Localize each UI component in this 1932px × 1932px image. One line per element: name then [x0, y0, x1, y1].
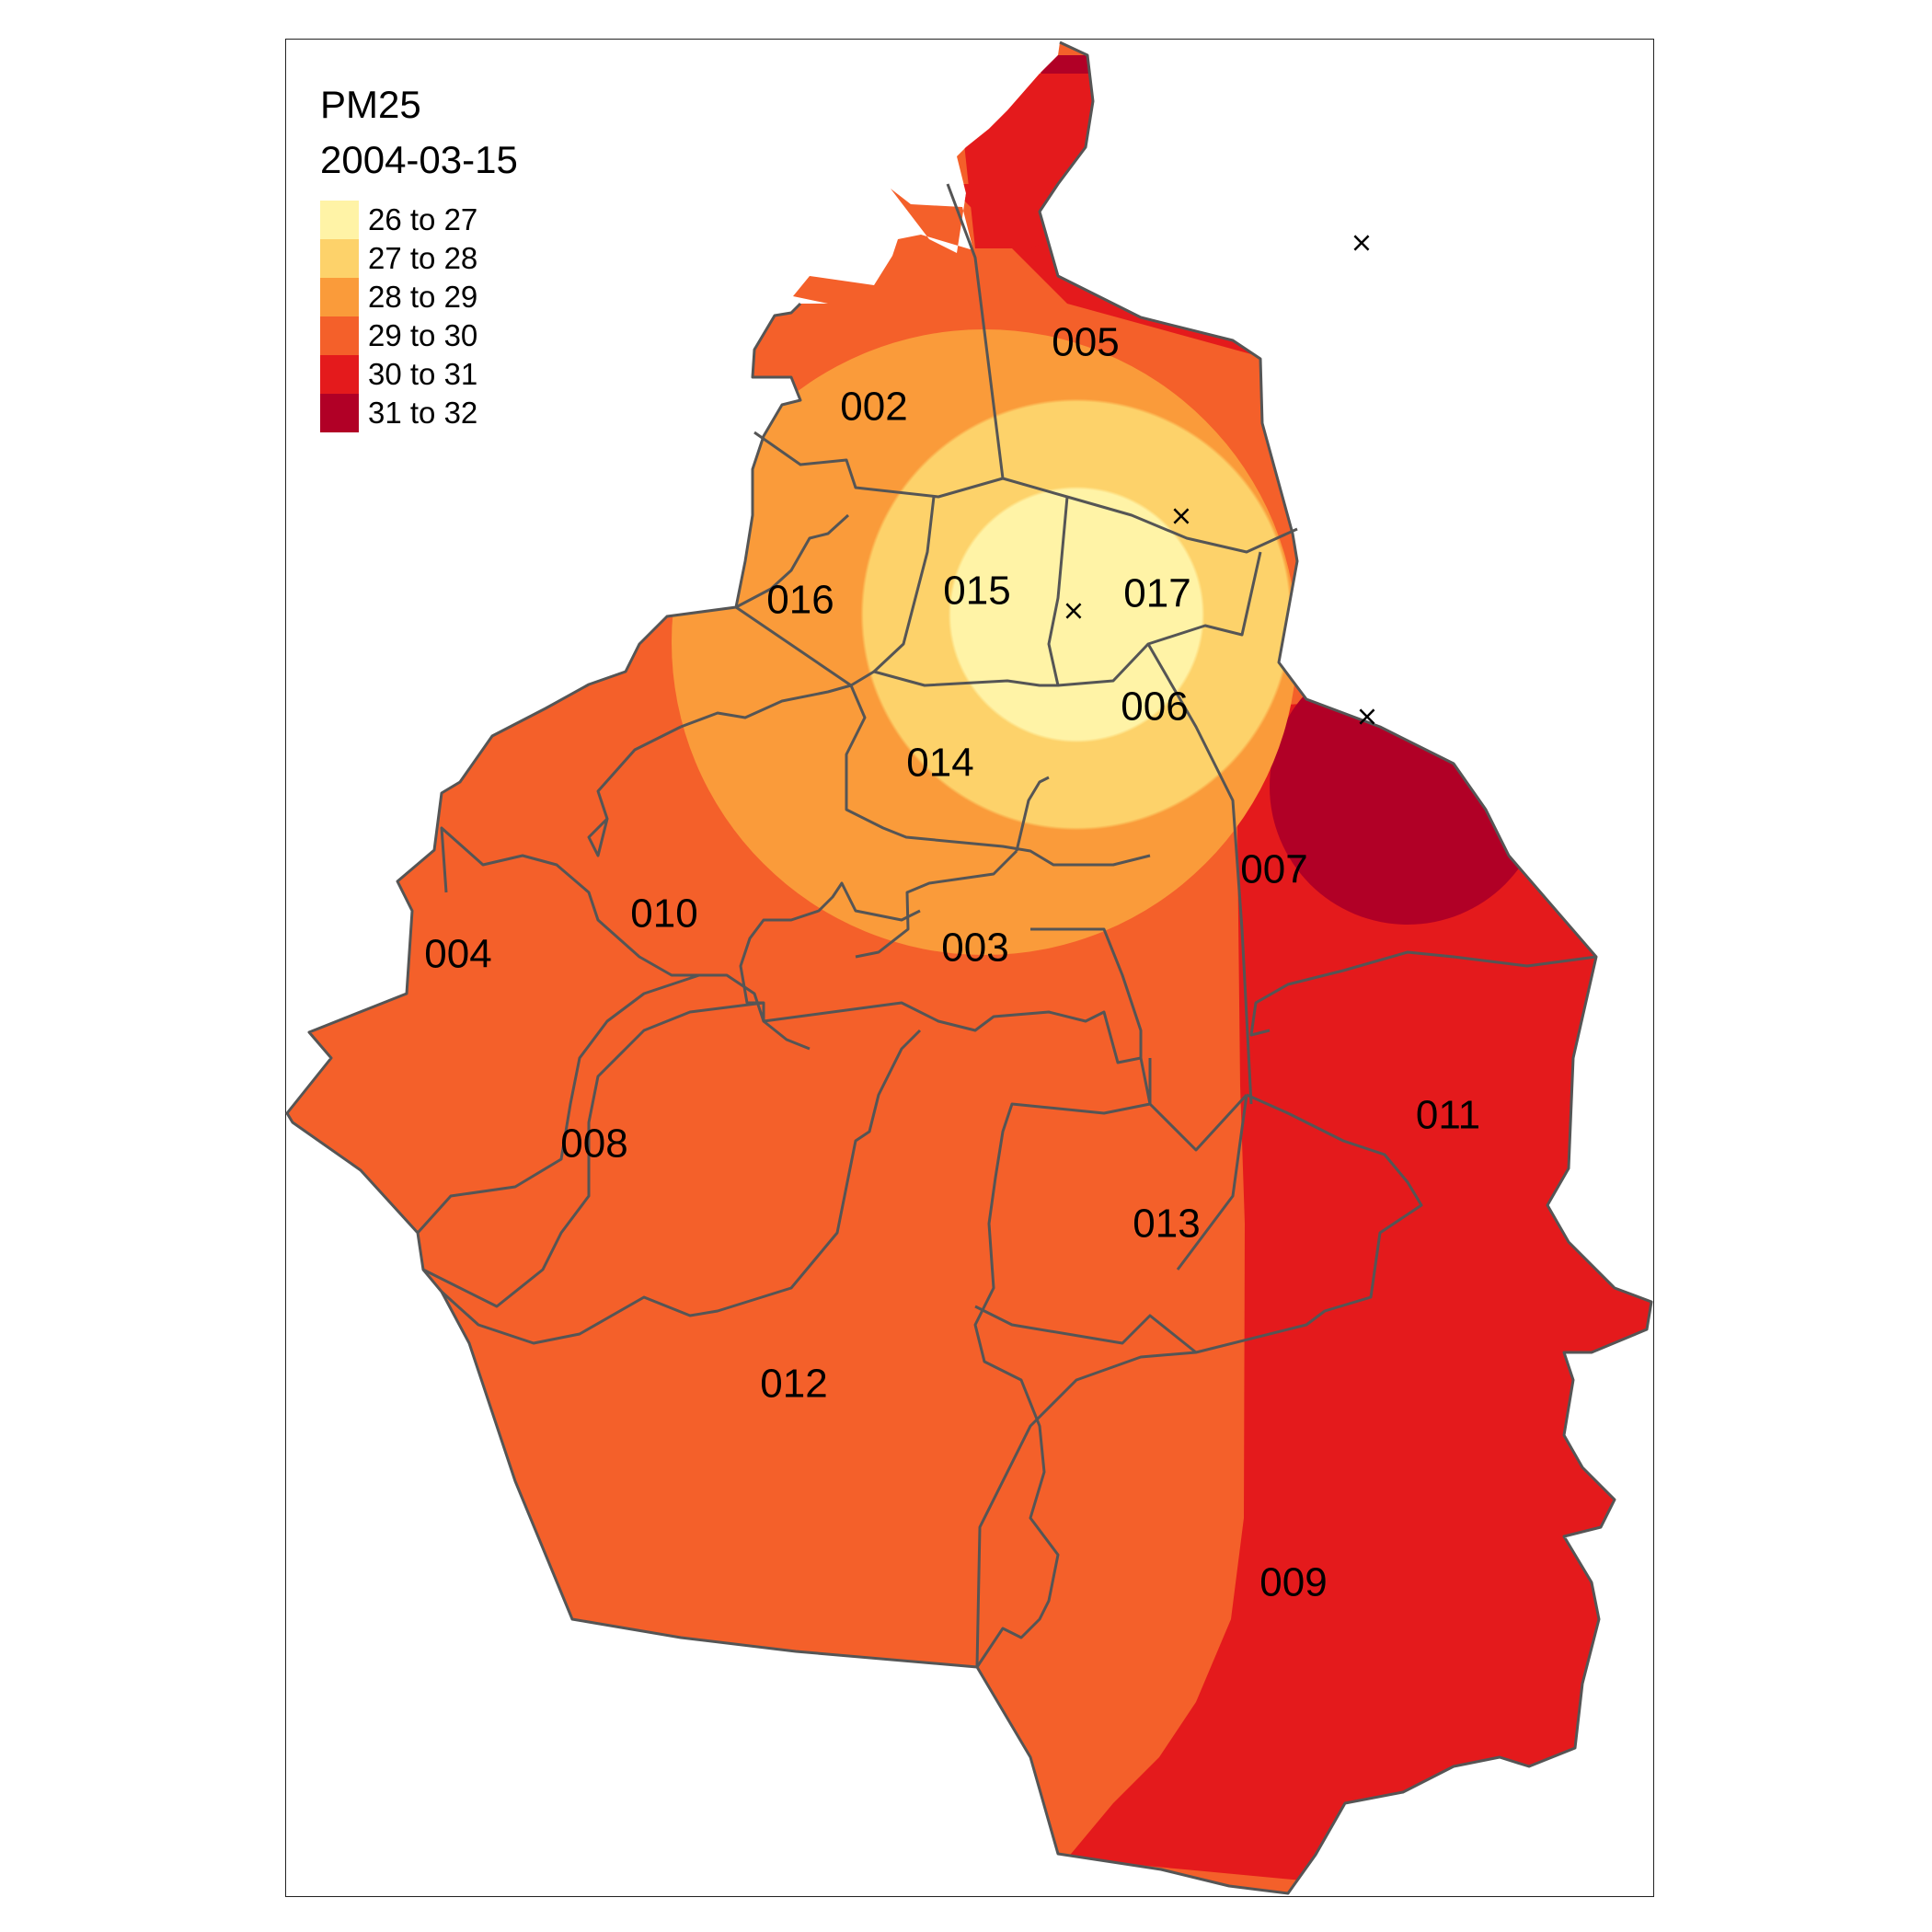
legend-swatch: [320, 355, 359, 394]
legend-item: 27 to 28: [320, 239, 518, 278]
legend-label: 26 to 27: [368, 202, 478, 236]
district-label-016: 016: [766, 578, 834, 623]
legend-items: 26 to 27 27 to 28 28 to 29 29 to 30 30 to 31…: [320, 201, 518, 432]
legend-swatch: [320, 394, 359, 432]
district-label-003: 003: [941, 926, 1008, 971]
legend-title: PM25: [320, 83, 421, 126]
legend-swatch: [320, 316, 359, 355]
district-label-002: 002: [840, 385, 907, 430]
legend-item: 28 to 29: [320, 278, 518, 316]
legend-item: 30 to 31: [320, 355, 518, 394]
district-label-017: 017: [1123, 571, 1190, 616]
district-labels-layer: 002 003 004 005 006 007 008 009 010 011 012 013 014 0…: [424, 320, 1480, 1605]
legend-item: 26 to 27: [320, 201, 518, 239]
district-boundaries: [285, 40, 1653, 1895]
district-label-014: 014: [906, 741, 973, 786]
district-label-010: 010: [630, 891, 697, 937]
station-marker: ×: [1350, 227, 1373, 259]
legend-label: 31 to 32: [368, 396, 478, 430]
legend-label: 29 to 30: [368, 318, 478, 352]
district-label-013: 013: [1133, 1202, 1200, 1247]
legend-swatch: [320, 239, 359, 278]
monitoring-stations-layer: × × × ×: [1062, 227, 1378, 733]
district-label-009: 009: [1259, 1560, 1327, 1605]
district-label-015: 015: [943, 569, 1010, 614]
district-label-004: 004: [424, 932, 491, 977]
district-label-007: 007: [1240, 847, 1307, 892]
legend-label: 28 to 29: [368, 280, 478, 314]
district-label-012: 012: [760, 1362, 827, 1407]
station-marker: ×: [1062, 595, 1085, 627]
station-marker: ×: [1355, 701, 1378, 733]
district-label-008: 008: [560, 1121, 627, 1167]
legend-item: 31 to 32: [320, 394, 518, 432]
map-legend: PM25 2004-03-15 26 to 27 27 to 28 28 to 29…: [320, 77, 518, 432]
legend-item: 29 to 30: [320, 316, 518, 355]
district-label-011: 011: [1416, 1093, 1480, 1138]
legend-date: 2004-03-15: [320, 138, 518, 181]
legend-label: 27 to 28: [368, 241, 478, 275]
legend-swatch: [320, 201, 359, 239]
district-label-005: 005: [1052, 320, 1119, 365]
legend-swatch: [320, 278, 359, 316]
legend-label: 30 to 31: [368, 357, 478, 391]
district-label-006: 006: [1121, 684, 1188, 730]
station-marker: ×: [1169, 500, 1192, 533]
